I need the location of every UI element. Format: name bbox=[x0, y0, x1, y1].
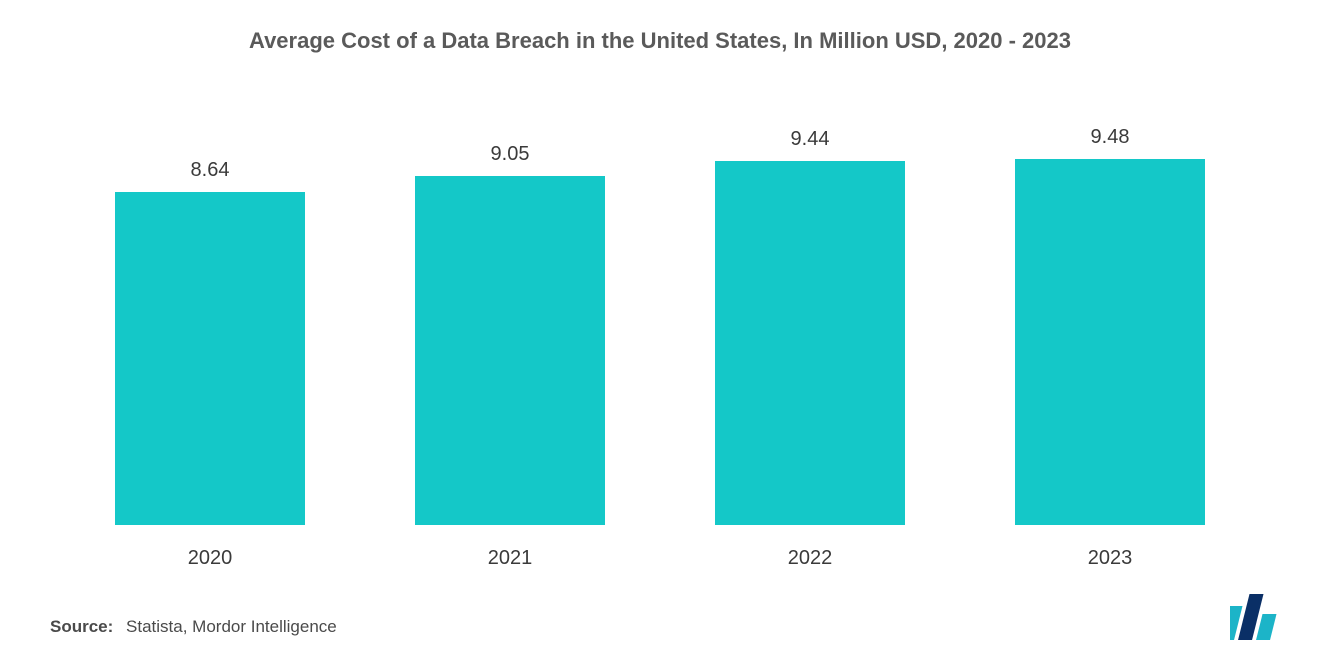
chart-container: Average Cost of a Data Breach in the Uni… bbox=[0, 0, 1320, 665]
x-axis-label: 2020 bbox=[115, 547, 305, 570]
bar bbox=[1015, 159, 1205, 525]
x-axis-label: 2023 bbox=[1015, 547, 1205, 570]
x-axis-label: 2021 bbox=[415, 547, 605, 570]
bar-value-label: 9.48 bbox=[1091, 126, 1130, 149]
logo-icon bbox=[1230, 592, 1284, 642]
source-line: Source: Statista, Mordor Intelligence bbox=[50, 617, 337, 637]
bar-group: 9.05 bbox=[415, 120, 605, 525]
source-text: Statista, Mordor Intelligence bbox=[126, 617, 337, 636]
bar-group: 8.64 bbox=[115, 120, 305, 525]
x-axis-label: 2022 bbox=[715, 547, 905, 570]
bar-value-label: 8.64 bbox=[191, 159, 230, 182]
source-label: Source: bbox=[50, 617, 113, 636]
mordor-logo bbox=[1230, 592, 1284, 647]
chart-title: Average Cost of a Data Breach in the Uni… bbox=[0, 0, 1320, 54]
plot-area: 8.64 9.05 9.44 9.48 bbox=[60, 120, 1260, 525]
x-axis: 2020 2021 2022 2023 bbox=[60, 547, 1260, 570]
bar bbox=[415, 176, 605, 525]
bar-group: 9.44 bbox=[715, 120, 905, 525]
bar bbox=[715, 161, 905, 525]
bar bbox=[115, 192, 305, 525]
bar-group: 9.48 bbox=[1015, 120, 1205, 525]
bar-value-label: 9.05 bbox=[491, 143, 530, 166]
bar-value-label: 9.44 bbox=[791, 128, 830, 151]
